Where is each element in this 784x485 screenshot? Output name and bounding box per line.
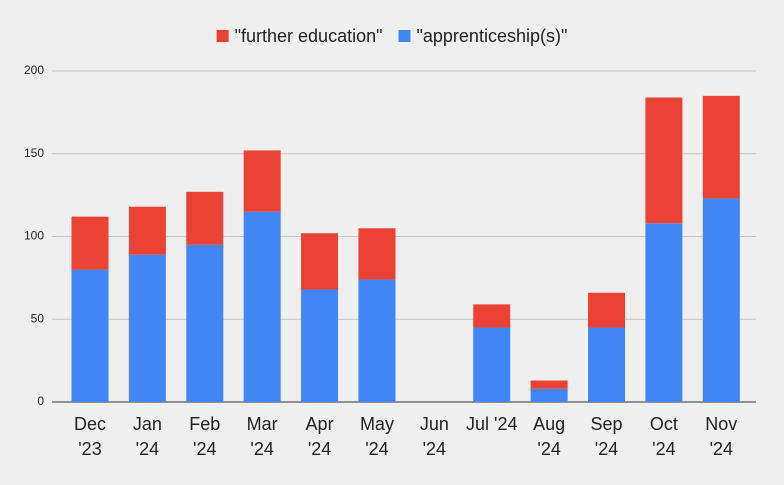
legend-swatch [216,30,229,42]
x-tick-label: Dec '23 [73,414,106,459]
x-tick-label: May '24 [359,414,394,459]
bar-segment [243,150,281,212]
bar-segment [358,279,396,402]
bar-segment [71,269,109,402]
x-tick-label: Jan '24 [132,414,162,459]
y-tick-label: 200 [24,63,44,77]
bar-segment [301,233,339,290]
x-tick-label: Mar '24 [246,414,278,459]
bar-segment [243,211,281,402]
bar-segment [530,380,568,389]
bar-segment [702,198,740,402]
x-tick-label: Aug '24 [533,414,566,459]
y-tick-label: 0 [37,394,44,408]
bar-segment [702,95,740,199]
bar-segment [71,216,109,270]
bar-segment [588,292,626,328]
legend-swatch [398,30,411,42]
y-tick-label: 50 [31,311,45,325]
x-tick-label: Apr '24 [305,414,334,459]
bar-segment [588,327,626,402]
bar-segment [645,223,683,402]
x-tick-label: Oct '24 [649,414,678,459]
bar-segment [186,191,224,245]
bar-segment [186,244,224,402]
bar-segment [358,228,396,280]
y-tick-label: 150 [24,146,44,160]
x-tick-label: Jun '24 [419,414,449,459]
bar-segment [473,304,511,328]
x-tick-label: Nov '24 [705,414,738,459]
y-tick-label: 100 [24,229,44,243]
x-tick-label: Sep '24 [590,414,623,459]
legend-label: "apprenticeship(s)" [417,26,568,46]
bar-segment [128,254,166,402]
bar-segment [530,388,568,402]
bar-segment [128,206,166,255]
legend-label: "further education" [235,26,383,46]
bar-segment [301,289,339,402]
x-tick-label: Jul '24 [466,414,518,434]
bar-segment [473,327,511,402]
x-tick-label: Feb '24 [189,414,221,459]
bar-segment [645,97,683,224]
